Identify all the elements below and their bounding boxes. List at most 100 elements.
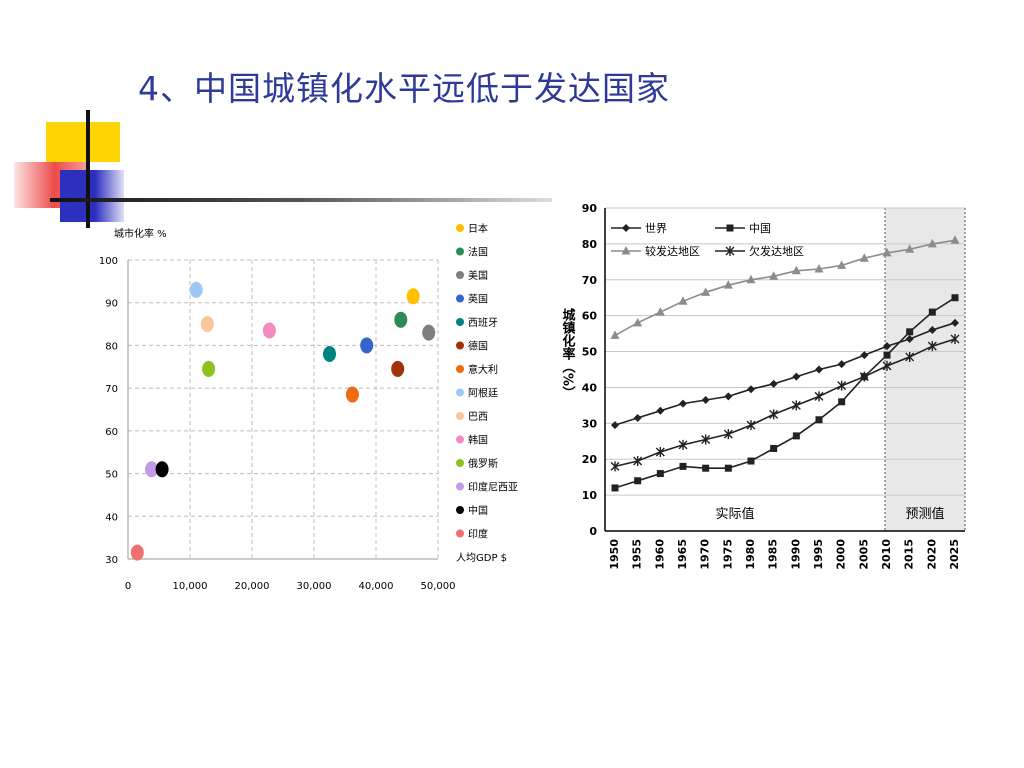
legend-label: 法国 [468, 246, 488, 259]
x-tick-label: 1950 [608, 539, 621, 570]
series-point [622, 224, 630, 232]
urbanization-line-chart: 0 10 20 30 40 50 60 70 80 90 1950 1955 1960 1965 1970 1… [560, 202, 966, 570]
legend-label: 世界 [645, 222, 667, 235]
series-point [792, 432, 800, 440]
series-point [723, 429, 733, 440]
series-point [701, 396, 710, 405]
series-point [656, 406, 665, 415]
x-tick-label: 20,000 [235, 581, 270, 592]
y-tick-label: 20 [582, 453, 598, 466]
legend-marker [456, 224, 464, 232]
series-point [791, 265, 801, 275]
series-point [746, 274, 756, 284]
series-point [882, 247, 892, 257]
series-line [614, 338, 956, 468]
scatter-point [155, 461, 169, 478]
series-point [905, 334, 914, 343]
series-point [927, 341, 937, 352]
x-tick-label: 0 [125, 581, 131, 592]
series-2 [611, 294, 959, 492]
x-tick-label: 50,000 [421, 581, 456, 592]
x-tick-label: 2000 [835, 539, 848, 570]
series-point [905, 244, 915, 253]
series-point [723, 280, 733, 289]
series-point [678, 296, 688, 305]
series-point [859, 371, 869, 382]
series-point [951, 294, 959, 302]
x-tick-label: 1960 [653, 539, 666, 570]
legend-label: 英国 [468, 293, 488, 306]
x-tick-label: 2010 [880, 539, 893, 570]
legend-marker [456, 529, 464, 538]
series-point [702, 464, 710, 472]
series-point [905, 351, 915, 362]
series-line [614, 239, 956, 337]
series-point [928, 308, 936, 316]
legend-label: 西班牙 [468, 317, 498, 329]
scatter-point [394, 311, 408, 328]
series-point [814, 264, 824, 273]
scatter-point [422, 324, 436, 341]
x-tick-label: 1995 [812, 539, 825, 570]
x-tick-label: 2020 [925, 539, 938, 570]
x-tick-label: 1990 [789, 539, 802, 570]
scatter-point [360, 337, 374, 354]
legend-label: 中国 [468, 504, 488, 517]
series-point [883, 342, 891, 351]
x-tick-label: 1970 [699, 539, 712, 570]
legend-label: 德国 [468, 340, 488, 353]
y-tick-label: 80 [582, 238, 598, 251]
scatter-point [323, 345, 336, 362]
urbanization-scatter-chart: 30 40 50 60 70 80 90 100 0 10,000 20,000 30,000 40,0… [99, 222, 518, 592]
series-point [928, 326, 937, 335]
scatter-point [189, 281, 203, 298]
series-point [724, 464, 732, 472]
legend-label: 俄罗斯 [468, 457, 498, 470]
y-tick-label: 80 [105, 341, 118, 352]
series-point [906, 328, 914, 336]
series-point [860, 351, 869, 360]
legend-marker [456, 247, 464, 256]
series-4 [610, 333, 960, 472]
legend-marker [456, 506, 464, 514]
legend-marker [456, 435, 464, 444]
scatter-point [391, 360, 405, 377]
legend-label: 美国 [468, 269, 488, 282]
forecast-region [884, 207, 966, 532]
legend-label: 印度尼西亚 [468, 481, 518, 494]
scatter-point [262, 322, 276, 339]
x-tick-label: 2005 [857, 539, 870, 570]
legend-marker [456, 294, 464, 303]
y-tick-label: 30 [105, 555, 118, 566]
x-tick-label: 10,000 [173, 581, 208, 592]
legend-marker [456, 271, 464, 279]
legend-label: 较发达地区 [645, 244, 700, 258]
series-point [883, 351, 891, 359]
y-tick-label: 100 [99, 256, 118, 267]
series-point [747, 385, 755, 394]
series-point [951, 318, 959, 327]
series-point [655, 307, 665, 316]
legend-marker [456, 388, 464, 397]
legend-label: 欠发达地区 [749, 244, 804, 258]
series-point [814, 391, 824, 402]
series-point [678, 439, 688, 450]
legend-label: 中国 [749, 222, 771, 235]
series-point [679, 399, 687, 408]
legend-marker [456, 318, 464, 326]
y-tick-label: 40 [582, 381, 598, 394]
series-point [701, 287, 711, 296]
y-axis-label: 城市化率 % [114, 227, 167, 240]
series-point [633, 413, 642, 422]
scatter-point [200, 316, 214, 333]
y-tick-label: 10 [582, 489, 598, 502]
decor-vertical-line [86, 110, 90, 228]
legend-label: 阿根廷 [468, 387, 498, 400]
decor-blue-square [60, 170, 124, 222]
x-tick-label: 1965 [676, 539, 689, 570]
series-point [769, 271, 779, 280]
series-point [610, 330, 620, 339]
y-tick-label: 60 [582, 310, 598, 323]
slide-title: 4、中国城镇化水平远低于发达国家 [138, 69, 670, 108]
x-tick-label: 1975 [721, 539, 734, 570]
